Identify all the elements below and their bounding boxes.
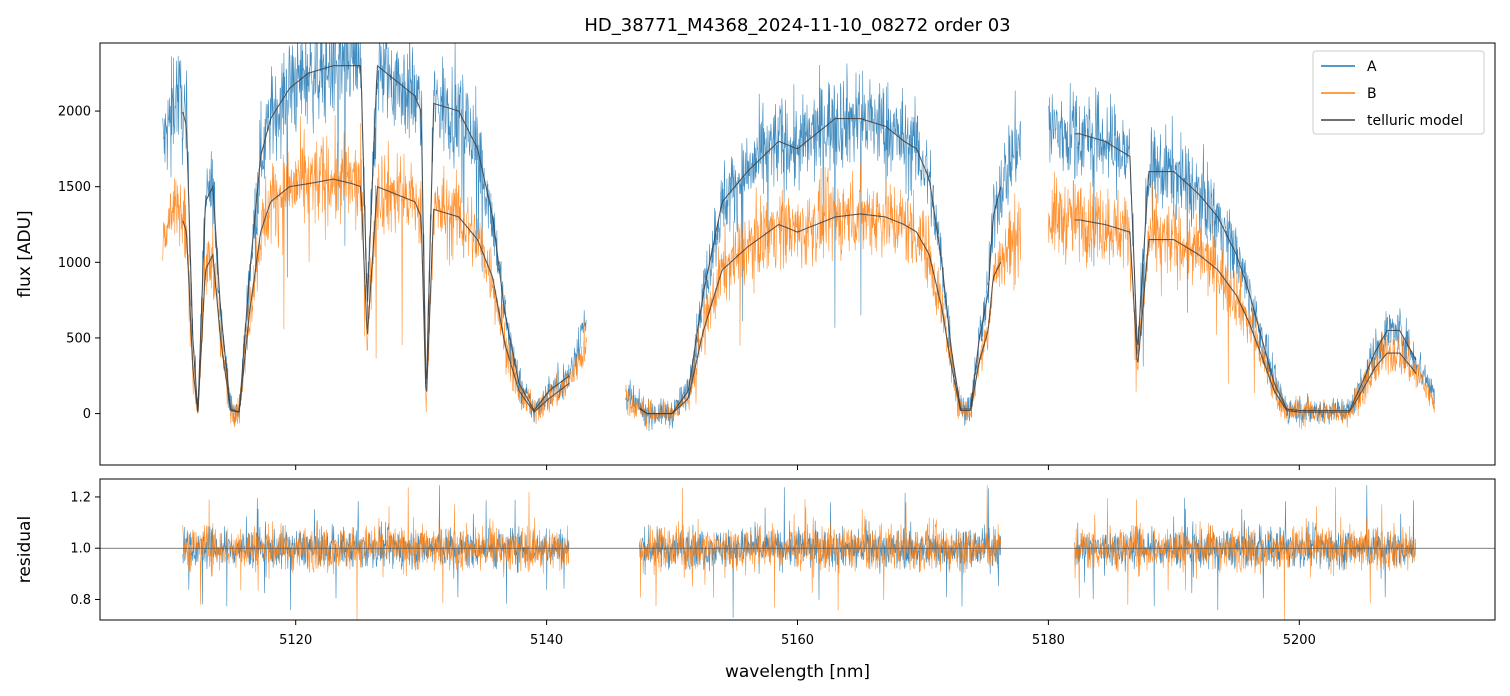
top-y-tick-label: 0 (83, 407, 91, 422)
telluric-model-line-b (182, 178, 1417, 415)
top-y-tick-label: 500 (66, 331, 91, 346)
chart-title: HD_38771_M4368_2024-11-10_08272 order 03 (584, 15, 1010, 36)
series-b-spectrum-line (162, 115, 1435, 430)
legend-label-telluric-model: telluric model (1367, 113, 1463, 129)
x-tick-label: 5120 (279, 633, 312, 648)
bottom-panel-axes: 0.8 1.0 1.2 5120 5140 5160 5180 5200 (70, 478, 1496, 648)
legend-box (1312, 50, 1485, 135)
residual-b-line (182, 485, 1416, 620)
x-tick-label: 5160 (781, 633, 814, 648)
top-y-tick-label: 1500 (58, 180, 91, 195)
telluric-model-line-a (182, 64, 1417, 415)
x-axis-label: wavelength [nm] (725, 662, 870, 682)
x-tick-label: 5140 (530, 633, 563, 648)
x-tick-label: 5200 (1283, 633, 1316, 648)
bottom-y-tick-label: 0.8 (70, 593, 91, 608)
top-panel-axes: 0 500 1000 1500 2000 (58, 42, 1496, 470)
top-y-axis-label: flux [ADU] (15, 210, 35, 297)
top-y-tick-label: 1000 (58, 256, 91, 271)
bottom-y-axis-label: residual (15, 516, 35, 583)
legend-label-a: A (1367, 59, 1377, 75)
top-panel-plot-area (162, 43, 1435, 432)
series-a-spectrum-line (162, 43, 1435, 432)
bottom-panel-plot-area (100, 485, 1495, 620)
x-tick-label: 5180 (1032, 633, 1065, 648)
legend: A B telluric model (1312, 50, 1485, 135)
top-y-tick-label: 2000 (58, 105, 91, 120)
legend-label-b: B (1367, 86, 1377, 102)
bottom-y-tick-label: 1.0 (70, 542, 91, 557)
bottom-y-tick-label: 1.2 (70, 490, 91, 505)
